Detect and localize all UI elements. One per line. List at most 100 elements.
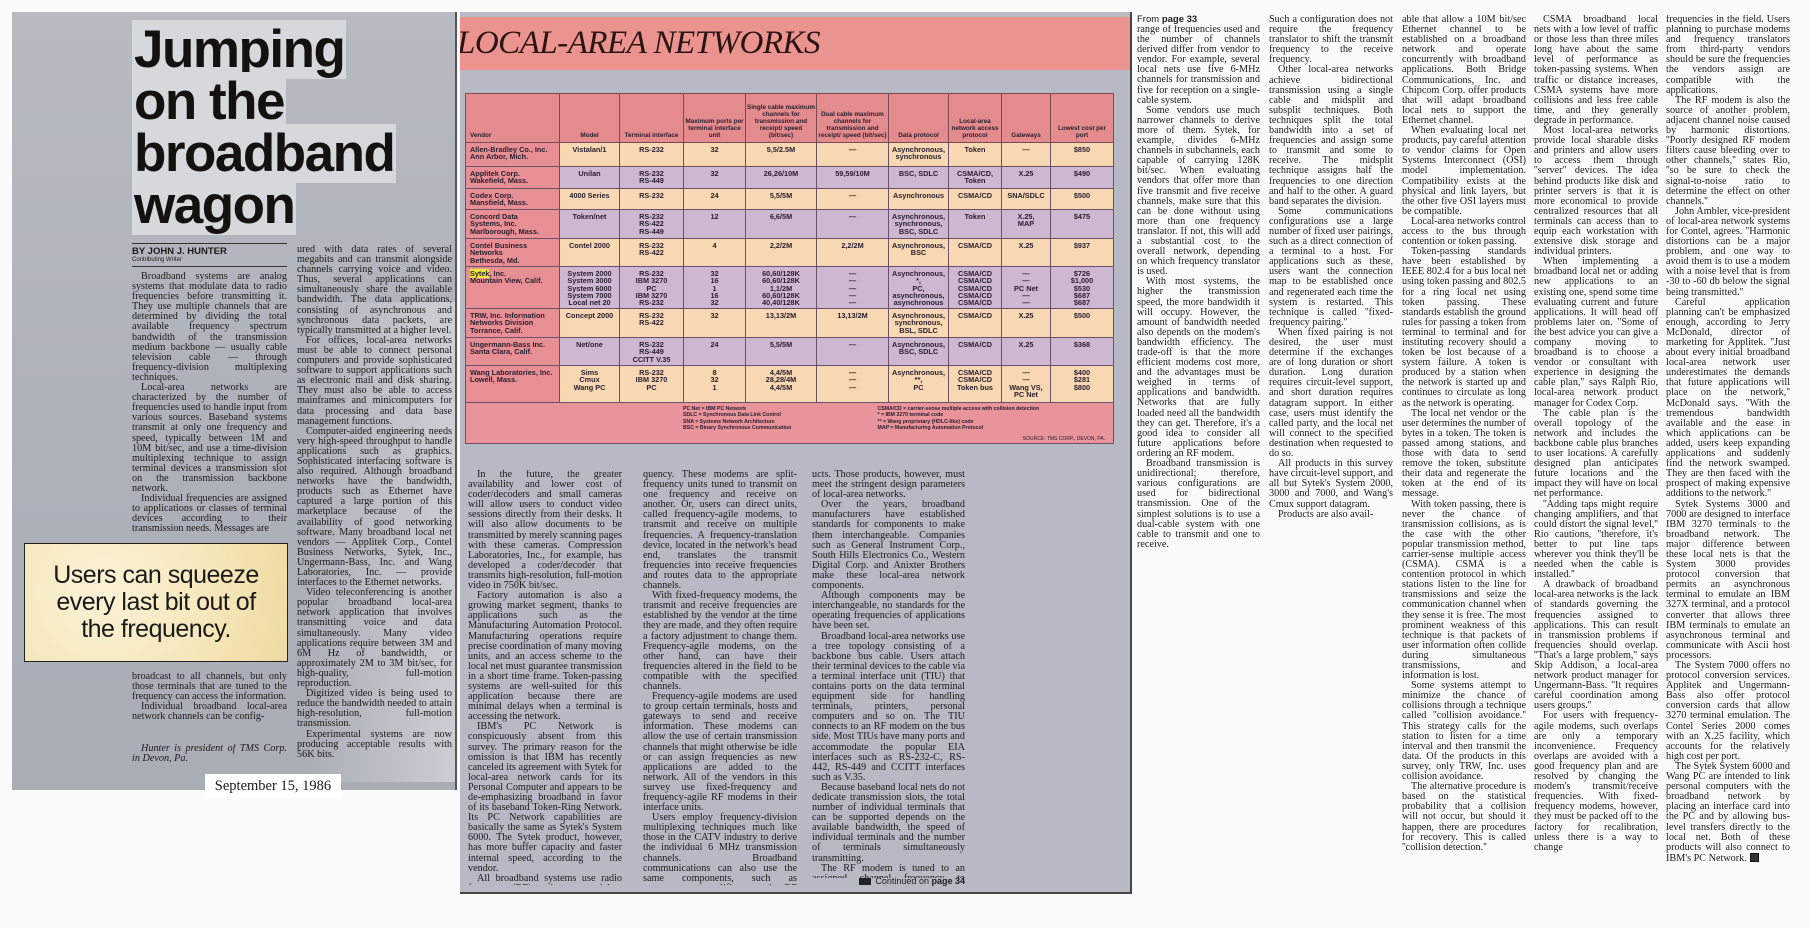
paragraph: Some vendors use much narrower channels … — [1137, 104, 1260, 278]
cell-ports: 32 — [683, 166, 746, 189]
paragraph: When evaluating local net products, pay … — [1402, 125, 1526, 217]
paragraph: ''Adding taps might require changing amp… — [1534, 498, 1658, 581]
cell-access: CSMA/CD CSMA/CD CSMA/CD CSMA/CD CSMA/CD — [948, 266, 1002, 309]
cell-data: Asynchronous, synchronous — [888, 142, 949, 167]
paragraph: All broadband systems use radio frequenc… — [468, 872, 622, 885]
table-header-row: Vendor Model Terminal interface Maximum por… — [465, 93, 1114, 143]
cell-ports: 24 — [683, 188, 746, 210]
from-label: From — [1137, 14, 1160, 25]
cell-data: Asynchronous, synchronous, BSL, SDLC — [888, 308, 949, 338]
cell-access: CSMA/CD, Token — [948, 166, 1002, 189]
cell-ports: 12 — [683, 209, 746, 239]
vendor-name: Applitek Corp. Wakefield, Mass. — [470, 169, 529, 186]
right-column-5: frequencies in the field. Users planning… — [1666, 15, 1790, 910]
column-header: Single cable maximum channels for transm… — [745, 93, 817, 143]
vendor-name: Concord Data Systems, Inc. Marlborough, … — [470, 212, 539, 236]
paragraph: For offices, local-area networks must be… — [297, 334, 452, 427]
cell-access: CSMA/CD — [948, 188, 1002, 210]
cell-cost: $475 — [1050, 209, 1114, 239]
paragraph: CSMA broadband local nets with a low lev… — [1534, 15, 1658, 126]
vendor-name: Ungermann-Bass Inc. Santa Clara, Calif. — [470, 340, 546, 357]
cell-cost: $500 — [1050, 188, 1114, 210]
paragraph: Experimental systems are now producing a… — [297, 728, 452, 760]
cell-cost: $850 — [1050, 142, 1114, 167]
legend-entry: ** = Wang proprietary (HDLC-like) code — [877, 418, 974, 425]
cell-access: CSMA/CD CSMA/CD Token bus — [948, 365, 1002, 403]
end-of-story-icon — [1749, 852, 1759, 862]
cell-access: CSMA/CD — [948, 337, 1002, 366]
paragraph: The alternative procedure is based on th… — [1402, 781, 1526, 853]
cell-single: 60,60/128K 60,60/128K 1,1/2M 60,60/128K … — [745, 266, 817, 309]
cell-dual: — — — — [816, 365, 889, 403]
cell-ports: 4 — [683, 238, 746, 267]
paragraph: Broadband local-area networks use a tree… — [812, 630, 965, 783]
paragraph: Individual broadband local-area network … — [132, 701, 287, 723]
cell-terminal: RS-232 IBM 3270 PC IBM 3270 RS-232 — [619, 266, 684, 309]
cell-single: 26,26/10M — [745, 166, 817, 189]
cell-cost: $726 $1,000 $530 $687 $687 — [1050, 266, 1114, 309]
cell-vendor: Applitek Corp. Wakefield, Mass. — [465, 166, 560, 189]
issue-date: September 15, 1986 — [205, 774, 341, 798]
cell-single: 5,5/2.5M — [745, 142, 817, 167]
cell-dual: 13,13/2M — [816, 308, 889, 338]
cell-model: System 2000 System 3000 System 6000 Syst… — [559, 266, 620, 309]
cell-gateways: — — PC Net — — — [1001, 266, 1051, 309]
cell-dual: — — [816, 188, 889, 210]
legend-entry: PC Net = IBM PC Network — [683, 406, 746, 412]
paragraph: The RF modem is also the source of anoth… — [1666, 94, 1790, 207]
legend-entry: BSC = Binary Synchronous Communication — [683, 425, 792, 432]
paragraph: Local-area networks are characterized by… — [132, 382, 287, 494]
cell-gateways: X.25 — [1001, 238, 1051, 267]
paragraph: A drawback of broadband local-area netwo… — [1534, 579, 1658, 712]
table-row: Wang Laboratories, Inc. Lowell, Mass. Sim… — [465, 365, 1114, 403]
vendor-name: , Inc. Mountain View, Calif. — [470, 269, 543, 286]
cell-data: Asynchronous, **, PC — [888, 365, 949, 403]
cell-data: Asynchronous, *, PC, asynchronous, async… — [888, 266, 949, 309]
table-row: Contel Business Networks Bethesda, Md. Co… — [465, 238, 1114, 267]
cell-model: Vistalan/1 — [559, 142, 620, 167]
paragraph: The local net vendor or the user determi… — [1402, 407, 1526, 500]
paragraph: The Sytek System 6000 and Wang PC are in… — [1666, 760, 1790, 864]
cell-model: Concept 2000 — [559, 308, 620, 338]
cell-vendor: Allen-Bradley Co., Inc. Ann Arbor, Mich. — [465, 142, 560, 167]
legend-entry: SNA = Systems Network Architecture — [683, 418, 775, 425]
cell-model: Contel 2000 — [559, 238, 620, 267]
legend-entry: CSMA/CD = carrier-sense multiple access … — [877, 406, 1040, 412]
left-column-1-top: Broadband systems are analog systems tha… — [132, 272, 287, 537]
paragraph: Products are also avail- — [1278, 508, 1374, 520]
cell-model: Token/net — [559, 209, 620, 239]
cell-model: Net/one — [559, 337, 620, 366]
cell-access: CSMA/CD — [948, 238, 1002, 267]
pull-quote: Users can squeeze every last bit out of … — [24, 543, 288, 662]
headline-line: Jumping — [132, 20, 347, 79]
cell-data: BSC, SDLC — [888, 166, 949, 189]
table-row: Ungermann-Bass Inc. Santa Clara, Calif. N… — [465, 337, 1114, 366]
continued-page-link: page 34 — [931, 876, 965, 886]
table-row: Sytek, Inc. Mountain View, Calif. System … — [465, 266, 1114, 309]
cell-dual: — — — — — — [816, 266, 889, 309]
paragraph: Careful application planning can't be em… — [1666, 296, 1790, 500]
table-row: Concord Data Systems, Inc. Marlborough, … — [465, 209, 1114, 239]
author-bio: Hunter is president of TMS Corp. in Devo… — [132, 744, 287, 766]
vendor-name: Contel Business Networks Bethesda, Md. — [470, 241, 528, 265]
paragraph: frequencies in the field. Users planning… — [1666, 15, 1790, 96]
middle-column-a: In the future, the greater availability … — [468, 470, 622, 885]
column-header: Model — [559, 93, 620, 143]
cell-single: 4,4/5M 28,28/4M 4,4/5M — [745, 365, 817, 403]
vendor-name: TRW, Inc. Information Networks Division … — [470, 311, 545, 335]
paragraph: Digitized video is being used to reduce … — [297, 688, 452, 730]
table-row: Allen-Bradley Co., Inc. Ann Arbor, Mich.… — [465, 142, 1114, 167]
right-column-4: CSMA broadband local nets with a low lev… — [1534, 15, 1658, 910]
cell-data: Asynchronous, BSC — [888, 238, 949, 267]
paragraph: Local-area networks control access to th… — [1402, 215, 1526, 248]
cell-dual: 2,2/2M — [816, 238, 889, 267]
cell-terminal: RS-232 IBM 3270 PC — [619, 365, 684, 403]
cell-terminal: RS-232 RS-422 — [619, 238, 684, 267]
paragraph: able that allow a 10M bit/sec Ethernet c… — [1402, 15, 1526, 126]
table-row: TRW, Inc. Information Networks Division … — [465, 308, 1114, 338]
headline-line: wagon — [132, 176, 297, 235]
table-legend-row: PC Net = IBM PC Network SDLC = Synchronou… — [465, 402, 1114, 444]
paragraph: In the future, the greater availability … — [468, 470, 622, 592]
paragraph: IBM's PC Network is conspicuously absent… — [468, 721, 622, 874]
cell-data: Asynchronous — [888, 188, 949, 210]
